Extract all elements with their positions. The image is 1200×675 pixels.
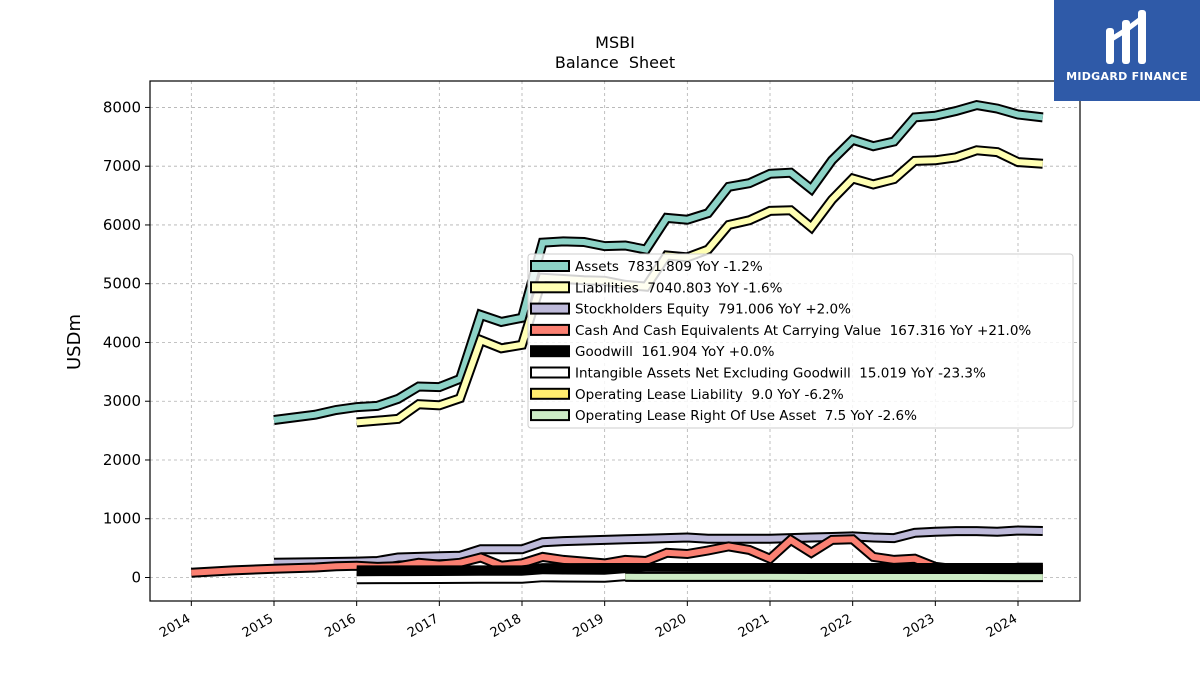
logo-mark-icon xyxy=(1106,10,1146,64)
legend-swatch xyxy=(530,281,570,294)
x-tick-label: 2016 xyxy=(323,611,359,641)
legend: Assets 7831.809 YoY -1.2% Liabilities 704… xyxy=(527,253,1074,429)
series-line xyxy=(273,527,1043,566)
legend-entry: Operating Lease Liability 9.0 YoY -6.2% xyxy=(530,387,844,403)
series-assets xyxy=(273,99,1044,425)
series-lines xyxy=(191,99,1044,585)
x-tick-label: 2022 xyxy=(819,611,855,641)
chart-title: MSBI xyxy=(595,33,635,52)
y-tick-label: 1000 xyxy=(103,510,141,528)
x-tick-label: 2018 xyxy=(488,611,524,641)
legend-swatch xyxy=(530,345,570,358)
legend-entry: Intangible Assets Net Excluding Goodwill… xyxy=(530,366,986,382)
x-tick-label: 2021 xyxy=(736,611,772,641)
y-tick-label: 5000 xyxy=(103,275,141,293)
legend-label: Liabilities 7040.803 YoY -1.6% xyxy=(575,280,783,296)
y-tick-label: 2000 xyxy=(103,451,141,469)
y-tick-label: 7000 xyxy=(103,157,141,175)
legend-swatch xyxy=(530,387,570,400)
legend-label: Goodwill 161.904 YoY +0.0% xyxy=(575,344,775,360)
legend-label: Cash And Cash Equivalents At Carrying Va… xyxy=(575,323,1031,339)
legend-label: Operating Lease Right Of Use Asset 7.5 Y… xyxy=(575,408,917,424)
legend-swatch xyxy=(530,323,570,336)
logo-text: MIDGARD FINANCE xyxy=(1066,70,1188,83)
series-line xyxy=(273,102,1044,423)
y-tick-label: 0 xyxy=(131,568,141,586)
legend-swatch xyxy=(530,409,570,422)
midgard-finance-logo: MIDGARD FINANCE xyxy=(1054,0,1200,101)
x-tick-label: 2024 xyxy=(984,611,1020,641)
legend-label: Stockholders Equity 791.006 YoY +2.0% xyxy=(575,302,851,318)
x-tick-label: 2014 xyxy=(157,611,193,641)
y-tick-label: 4000 xyxy=(103,333,141,351)
series-stockholders-equity xyxy=(273,525,1043,568)
series-line xyxy=(356,565,1043,574)
x-tick-label: 2019 xyxy=(571,611,607,641)
y-tick-label: 6000 xyxy=(103,216,141,234)
y-tick-label: 3000 xyxy=(103,392,141,410)
y-axis-label: USDm xyxy=(64,314,85,370)
x-tick-label: 2023 xyxy=(901,611,937,641)
series-line xyxy=(356,147,1044,426)
legend-label: Operating Lease Liability 9.0 YoY -6.2% xyxy=(575,387,844,403)
x-tick-label: 2020 xyxy=(653,611,689,641)
legend-label: Assets 7831.809 YoY -1.2% xyxy=(575,259,763,275)
x-tick-label: 2015 xyxy=(240,611,276,641)
legend-entry: Cash And Cash Equivalents At Carrying Va… xyxy=(530,323,1031,339)
legend-entry: Operating Lease Right Of Use Asset 7.5 Y… xyxy=(530,408,917,424)
legend-swatch xyxy=(530,302,570,315)
legend-label: Intangible Assets Net Excluding Goodwill… xyxy=(575,366,986,382)
series-goodwill xyxy=(356,563,1043,576)
legend-swatch xyxy=(530,260,570,272)
y-tick-label: 8000 xyxy=(103,98,141,116)
plot-frame xyxy=(149,80,1081,602)
legend-entry: Liabilities 7040.803 YoY -1.6% xyxy=(530,280,783,296)
legend-entry: Stockholders Equity 791.006 YoY +2.0% xyxy=(530,302,851,318)
series-liabilities xyxy=(356,145,1044,428)
chart-subtitle: Balance Sheet xyxy=(555,53,675,72)
legend-box xyxy=(527,253,1074,429)
legend-entry: Assets 7831.809 YoY -1.2% xyxy=(530,259,763,275)
legend-entry: Goodwill 161.904 YoY +0.0% xyxy=(530,344,775,360)
x-tick-label: 2017 xyxy=(405,611,441,641)
legend-swatch xyxy=(530,366,570,379)
